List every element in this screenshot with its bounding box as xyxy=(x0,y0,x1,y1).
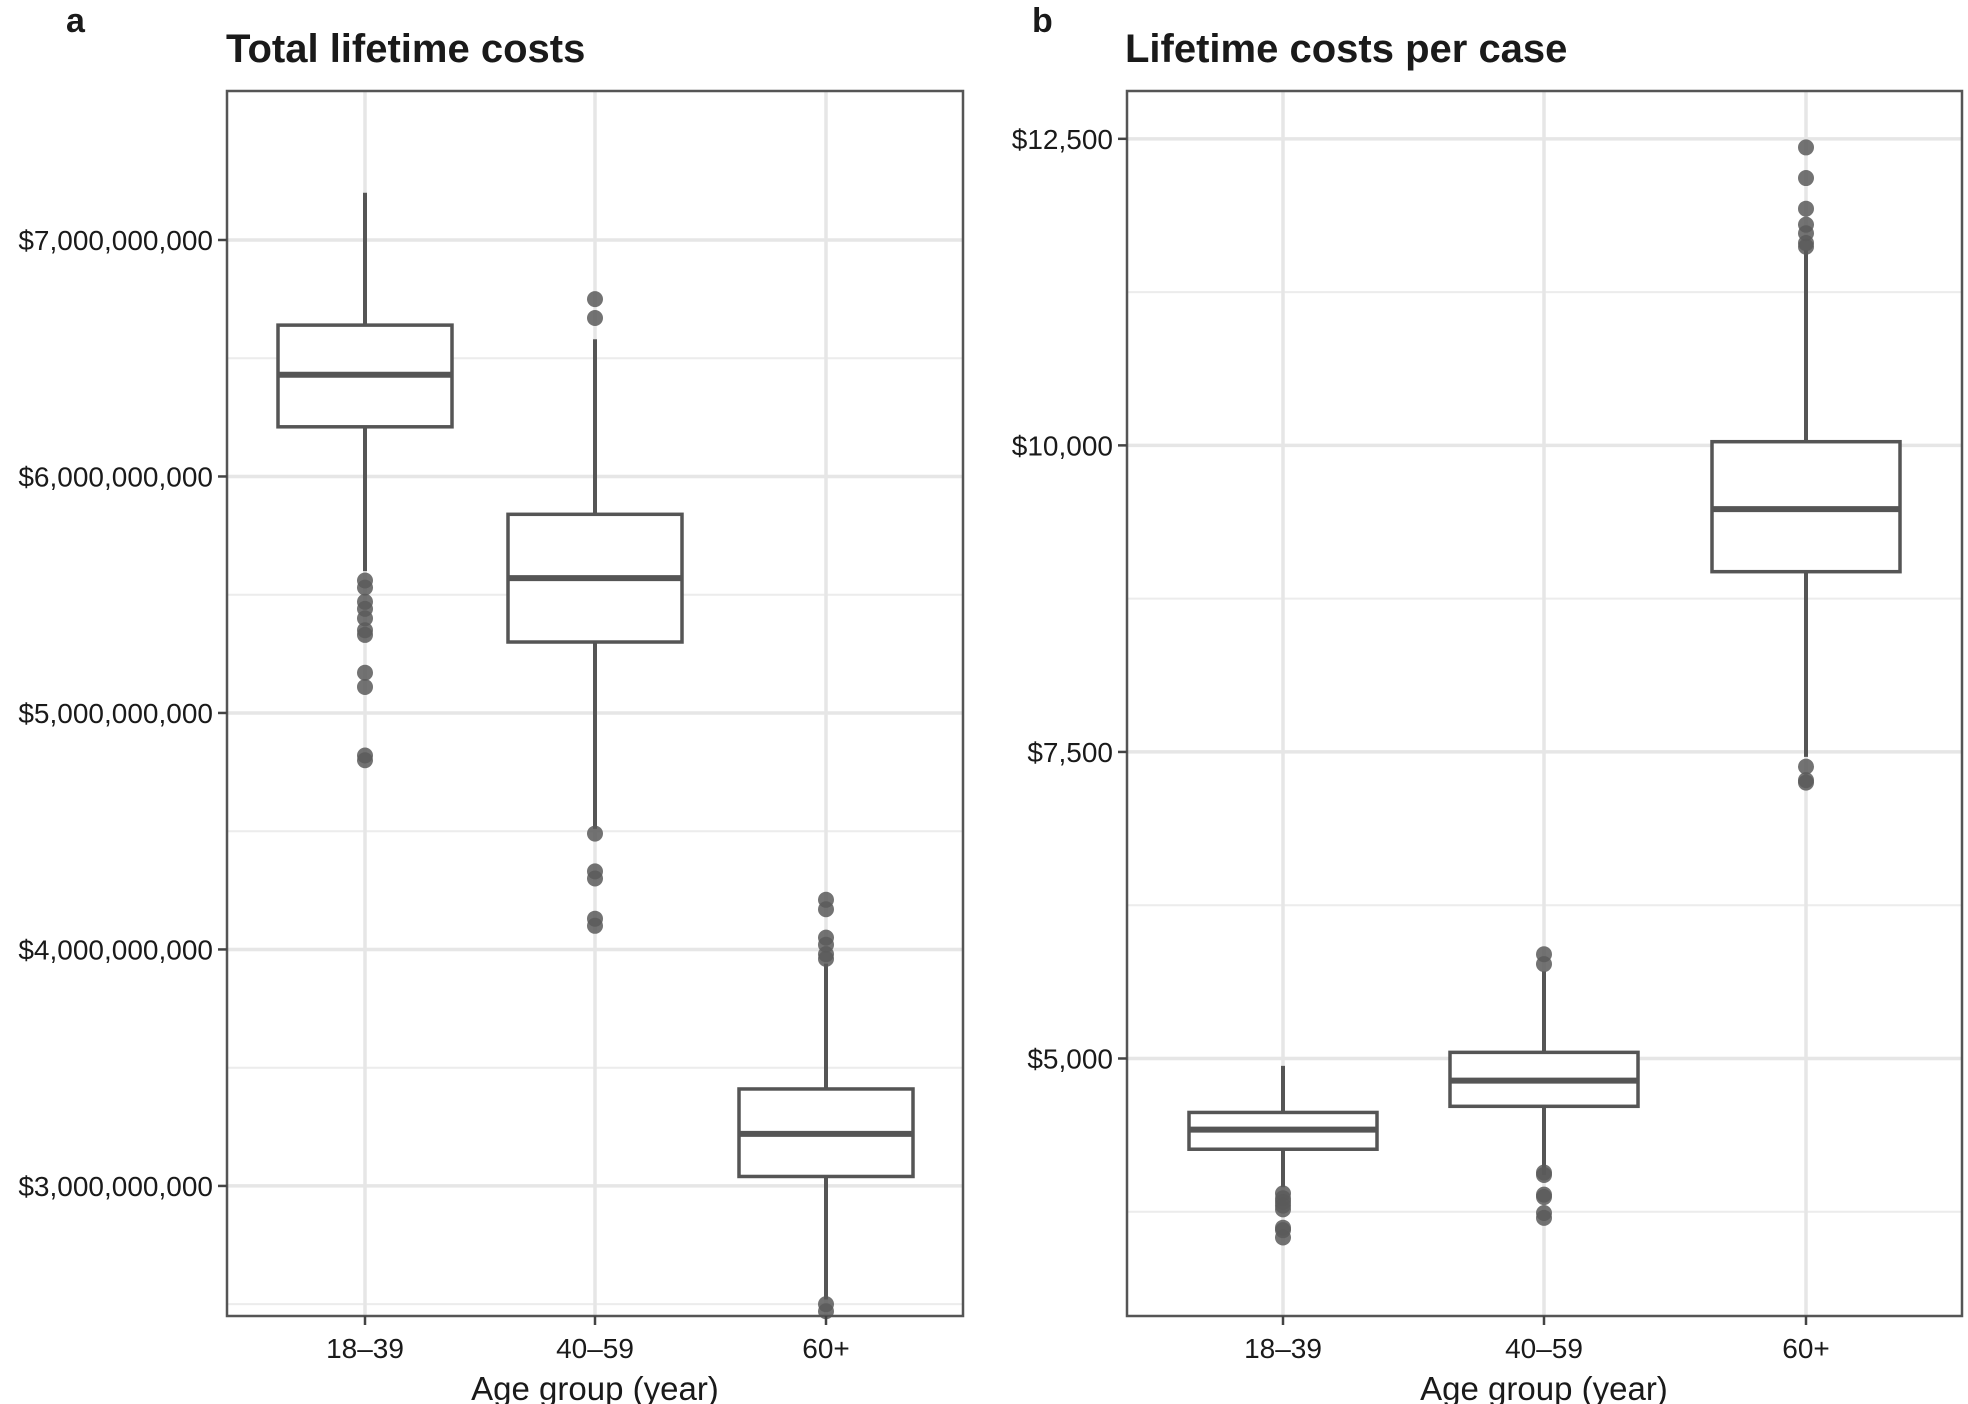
outlier-point xyxy=(1536,956,1552,973)
outlier-point xyxy=(357,752,373,769)
panel-b-boxes xyxy=(1187,139,1902,1246)
outlier-point xyxy=(818,950,834,967)
boxplot-1 xyxy=(506,291,684,934)
panel-b-title: Lifetime costs per case xyxy=(1125,27,1567,71)
outlier-point xyxy=(357,678,373,695)
panel-a-letter: a xyxy=(66,2,86,40)
panel-a-x-axis-title: Age group (year) xyxy=(471,1370,719,1404)
outlier-point xyxy=(587,291,603,308)
y-tick-label: $7,000,000,000 xyxy=(18,225,213,256)
outlier-point xyxy=(1798,758,1814,775)
panel-a-x-axis: 18–39 40–59 60+ xyxy=(326,1316,850,1364)
outlier-point xyxy=(587,917,603,934)
panel-b-y-axis: $5,000 $7,500 $10,000 $12,500 xyxy=(1012,124,1127,1074)
outlier-point xyxy=(1275,1201,1291,1218)
outlier-point xyxy=(357,664,373,681)
outlier-point xyxy=(1275,1229,1291,1246)
boxplot-1 xyxy=(1448,946,1640,1226)
panel-a: a Total lifetime costs $3,000,000,000 $4,… xyxy=(18,2,965,1404)
outlier-point xyxy=(1536,1209,1552,1226)
outlier-point xyxy=(587,310,603,327)
y-tick-label: $12,500 xyxy=(1012,124,1113,155)
y-tick-label: $7,500 xyxy=(1027,737,1113,768)
panel-b-x-axis-title: Age group (year) xyxy=(1420,1370,1668,1404)
outlier-point xyxy=(1798,774,1814,791)
boxplot-2 xyxy=(1710,139,1902,791)
outlier-point xyxy=(818,901,834,918)
y-tick-label: $6,000,000,000 xyxy=(18,461,213,492)
y-tick-label: $5,000 xyxy=(1027,1043,1113,1074)
panel-b-letter: b xyxy=(1032,2,1053,40)
outlier-point xyxy=(587,870,603,887)
boxplot-0 xyxy=(276,192,454,769)
panel-a-boxes xyxy=(276,192,915,1320)
boxplot-2 xyxy=(737,891,915,1320)
outlier-point xyxy=(1536,1189,1552,1206)
panel-b-x-axis: 18–39 40–59 60+ xyxy=(1244,1316,1830,1364)
boxplot-0 xyxy=(1187,1065,1379,1246)
x-tick-label: 40–59 xyxy=(1505,1333,1583,1364)
outlier-point xyxy=(357,579,373,596)
x-tick-label: 60+ xyxy=(802,1333,850,1364)
x-tick-label: 18–39 xyxy=(1244,1333,1322,1364)
outlier-point xyxy=(1798,238,1814,255)
outlier-point xyxy=(1798,170,1814,187)
outlier-point xyxy=(1536,1166,1552,1183)
x-tick-label: 18–39 xyxy=(326,1333,404,1364)
y-tick-label: $3,000,000,000 xyxy=(18,1171,213,1202)
panel-a-y-axis: $3,000,000,000 $4,000,000,000 $5,000,000,0… xyxy=(18,225,227,1202)
y-tick-label: $4,000,000,000 xyxy=(18,934,213,965)
panel-b: b Lifetime costs per case $5,000 $7,500 $1… xyxy=(1012,2,1964,1404)
outlier-point xyxy=(1798,139,1814,156)
y-tick-label: $10,000 xyxy=(1012,430,1113,461)
outlier-point xyxy=(1798,200,1814,217)
x-tick-label: 60+ xyxy=(1782,1333,1830,1364)
panel-a-title: Total lifetime costs xyxy=(226,27,585,71)
y-tick-label: $5,000,000,000 xyxy=(18,698,213,729)
outlier-point xyxy=(357,610,373,627)
outlier-point xyxy=(587,825,603,842)
x-tick-label: 40–59 xyxy=(556,1333,634,1364)
outlier-point xyxy=(357,626,373,643)
